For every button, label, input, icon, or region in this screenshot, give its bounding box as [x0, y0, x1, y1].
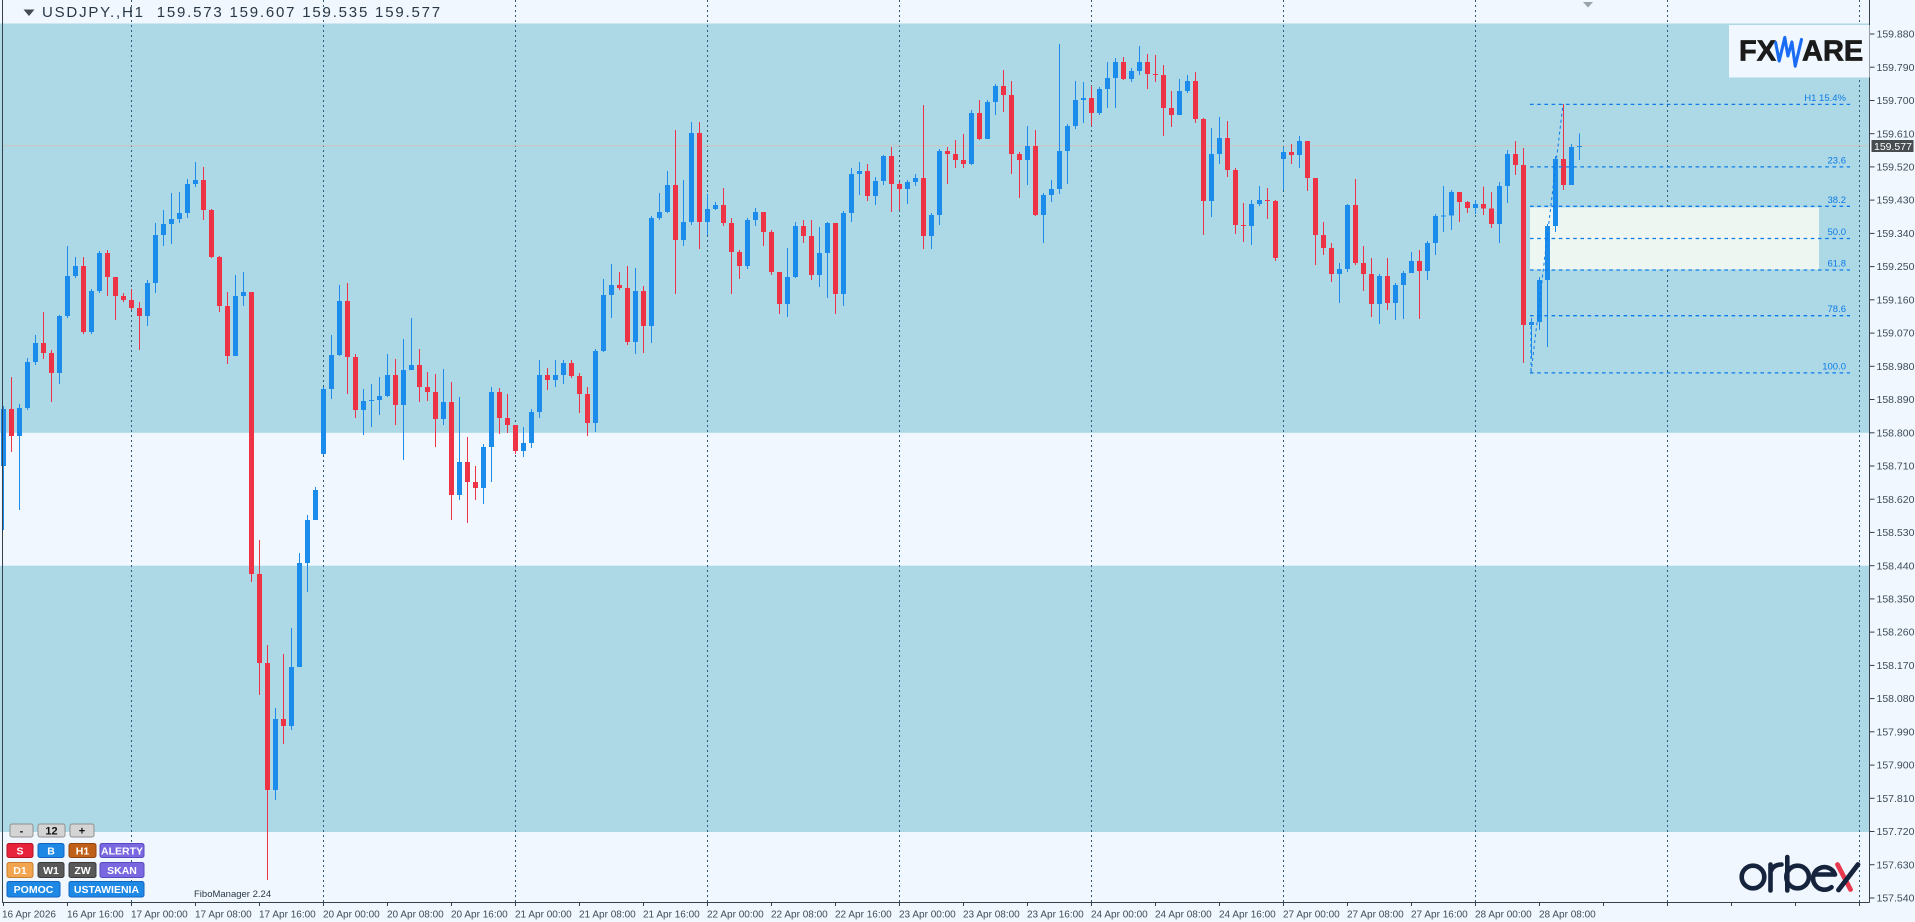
svg-text:+: + [79, 825, 85, 837]
svg-text:38.2: 38.2 [1828, 195, 1847, 206]
svg-text:23 Apr 16:00: 23 Apr 16:00 [1027, 910, 1084, 921]
svg-text:159.700: 159.700 [1877, 95, 1915, 107]
svg-text:157.990: 157.990 [1877, 726, 1915, 738]
svg-text:157.720: 157.720 [1877, 826, 1915, 838]
svg-text:17 Apr 16:00: 17 Apr 16:00 [259, 910, 316, 921]
svg-text:SKAN: SKAN [107, 865, 137, 877]
svg-text:W1: W1 [43, 865, 59, 877]
svg-text:78.6: 78.6 [1828, 304, 1847, 315]
svg-text:17 Apr 00:00: 17 Apr 00:00 [131, 910, 188, 921]
svg-text:27 Apr 08:00: 27 Apr 08:00 [1347, 910, 1404, 921]
svg-text:B: B [47, 845, 55, 857]
svg-text:12: 12 [45, 825, 57, 837]
svg-text:158.620: 158.620 [1877, 494, 1915, 506]
svg-text:ARE: ARE [1802, 36, 1863, 68]
svg-text:USTAWIENIA: USTAWIENIA [74, 884, 140, 896]
svg-text:158.440: 158.440 [1877, 560, 1915, 572]
svg-text:17 Apr 08:00: 17 Apr 08:00 [195, 910, 252, 921]
svg-text:23 Apr 08:00: 23 Apr 08:00 [963, 910, 1020, 921]
svg-text:24 Apr 16:00: 24 Apr 16:00 [1219, 910, 1276, 921]
svg-text:FX: FX [1739, 36, 1777, 68]
svg-text:20 Apr 16:00: 20 Apr 16:00 [451, 910, 508, 921]
svg-text:ALERTY: ALERTY [101, 845, 143, 857]
svg-text:61.8: 61.8 [1828, 259, 1847, 270]
svg-text:22 Apr 08:00: 22 Apr 08:00 [771, 910, 828, 921]
svg-text:159.340: 159.340 [1877, 228, 1915, 240]
svg-text:158.080: 158.080 [1877, 693, 1915, 705]
svg-text:158.530: 158.530 [1877, 527, 1915, 539]
svg-text:22 Apr 00:00: 22 Apr 00:00 [707, 910, 764, 921]
svg-text:23.6: 23.6 [1828, 155, 1847, 166]
svg-text:27 Apr 16:00: 27 Apr 16:00 [1411, 910, 1468, 921]
svg-text:24 Apr 00:00: 24 Apr 00:00 [1091, 910, 1148, 921]
svg-text:158.980: 158.980 [1877, 361, 1915, 373]
svg-text:27 Apr 00:00: 27 Apr 00:00 [1283, 910, 1340, 921]
svg-text:USDJPY.,H1 159.573 159.607 15: USDJPY.,H1 159.573 159.607 159.535 159.5… [42, 4, 442, 21]
svg-text:16 Apr 2026: 16 Apr 2026 [2, 910, 56, 921]
svg-text:D1: D1 [13, 865, 27, 877]
svg-text:H1 15.4%: H1 15.4% [1804, 93, 1846, 104]
svg-text:158.800: 158.800 [1877, 427, 1915, 439]
svg-text:159.610: 159.610 [1877, 128, 1915, 140]
svg-text:157.900: 157.900 [1877, 760, 1915, 772]
svg-text:21 Apr 16:00: 21 Apr 16:00 [643, 910, 700, 921]
svg-text:-: - [20, 825, 24, 837]
svg-text:FiboManager 2.24: FiboManager 2.24 [194, 889, 271, 900]
svg-text:159.430: 159.430 [1877, 195, 1915, 207]
svg-text:50.0: 50.0 [1828, 227, 1847, 238]
svg-text:20 Apr 08:00: 20 Apr 08:00 [387, 910, 444, 921]
svg-text:28 Apr 00:00: 28 Apr 00:00 [1475, 910, 1532, 921]
svg-text:159.880: 159.880 [1877, 29, 1915, 41]
svg-text:16 Apr 16:00: 16 Apr 16:00 [67, 910, 124, 921]
svg-text:159.070: 159.070 [1877, 328, 1915, 340]
svg-text:21 Apr 00:00: 21 Apr 00:00 [515, 910, 572, 921]
svg-text:158.710: 158.710 [1877, 461, 1915, 473]
svg-text:20 Apr 00:00: 20 Apr 00:00 [323, 910, 380, 921]
svg-text:157.540: 157.540 [1877, 893, 1915, 905]
svg-text:159.520: 159.520 [1877, 162, 1915, 174]
svg-text:158.170: 158.170 [1877, 660, 1915, 672]
svg-text:POMOC: POMOC [14, 884, 54, 896]
svg-text:100.0: 100.0 [1822, 361, 1846, 372]
svg-text:158.350: 158.350 [1877, 594, 1915, 606]
svg-text:28 Apr 08:00: 28 Apr 08:00 [1539, 910, 1596, 921]
svg-text:159.790: 159.790 [1877, 62, 1915, 74]
svg-text:22 Apr 16:00: 22 Apr 16:00 [835, 910, 892, 921]
svg-text:159.250: 159.250 [1877, 261, 1915, 273]
svg-text:159.160: 159.160 [1877, 294, 1915, 306]
svg-text:158.260: 158.260 [1877, 627, 1915, 639]
svg-text:157.810: 157.810 [1877, 793, 1915, 805]
svg-text:H1: H1 [76, 845, 90, 857]
svg-text:158.890: 158.890 [1877, 394, 1915, 406]
svg-text:159.577: 159.577 [1874, 141, 1912, 153]
svg-text:24 Apr 08:00: 24 Apr 08:00 [1155, 910, 1212, 921]
svg-text:23 Apr 00:00: 23 Apr 00:00 [899, 910, 956, 921]
svg-text:157.630: 157.630 [1877, 859, 1915, 871]
svg-text:21 Apr 08:00: 21 Apr 08:00 [579, 910, 636, 921]
svg-text:S: S [16, 845, 23, 857]
svg-text:ZW: ZW [74, 865, 90, 877]
